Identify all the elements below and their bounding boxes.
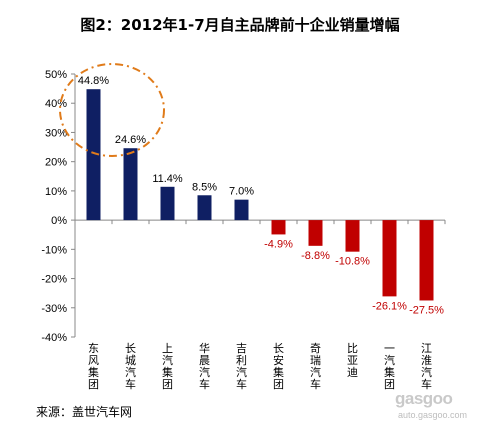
bar [234, 199, 249, 221]
chart-title: 图2：2012年1-7月自主品牌前十企业销量增幅 [80, 16, 399, 34]
category-label: 华晨汽车 [199, 341, 210, 391]
y-tick-label: 0% [51, 215, 67, 227]
bar [123, 148, 138, 221]
watermark-url: auto.gasgoo.com [398, 410, 468, 420]
y-tick-label: 50% [45, 69, 67, 81]
category-label: 上汽集团 [162, 342, 173, 391]
y-tick-label: -20% [41, 274, 67, 286]
bar [308, 220, 323, 246]
data-label: 24.6% [115, 134, 146, 146]
category-label: 江淮汽车 [421, 342, 432, 391]
bar [271, 220, 286, 235]
category-label: 吉利汽车 [236, 342, 247, 391]
bar [86, 89, 101, 221]
bar [419, 220, 434, 301]
category-label: 比亚迪 [347, 342, 358, 379]
data-label: -8.8% [301, 250, 330, 262]
category-label: 奇瑞汽车 [310, 342, 321, 391]
category-label: 长城汽车 [125, 342, 136, 391]
data-label: -27.5% [409, 304, 444, 316]
y-tick-label: 20% [45, 157, 67, 169]
data-label: 8.5% [192, 181, 217, 193]
y-tick-label: 10% [45, 186, 67, 198]
data-label: -26.1% [372, 300, 407, 312]
category-label: 长安集团 [273, 342, 284, 391]
bar [197, 195, 212, 221]
data-label: 7.0% [229, 186, 254, 198]
y-tick-label: -40% [41, 332, 67, 344]
watermark-logo: gasgoo [395, 389, 453, 408]
bar [160, 186, 175, 221]
data-label: -4.9% [264, 238, 293, 250]
bars [86, 89, 434, 301]
data-label: 44.8% [78, 75, 109, 87]
source-note: 来源：盖世汽车网 [36, 405, 133, 419]
data-labels: 44.8% 24.6% 11.4% 8.5% 7.0% -4.9% -8.8% -10.8% -… [78, 75, 444, 316]
highlight-circle [59, 63, 165, 157]
y-tick-label: -30% [41, 303, 67, 315]
category-label: 一汽集团 [384, 342, 395, 391]
y-tick-label: 40% [45, 98, 67, 110]
category-labels: 东风集团 长城汽车 上汽集团 华晨汽车 吉利汽车 长安集团 奇瑞汽车 比亚迪 一汽集团 江淮汽车 [88, 341, 432, 391]
data-label: 11.4% [152, 173, 183, 185]
bar [382, 220, 397, 297]
data-label: -10.8% [335, 256, 370, 268]
y-tick-label: -10% [41, 244, 67, 256]
bar [345, 220, 360, 252]
category-label: 东风集团 [88, 342, 99, 391]
y-tick-label: 30% [45, 127, 67, 139]
